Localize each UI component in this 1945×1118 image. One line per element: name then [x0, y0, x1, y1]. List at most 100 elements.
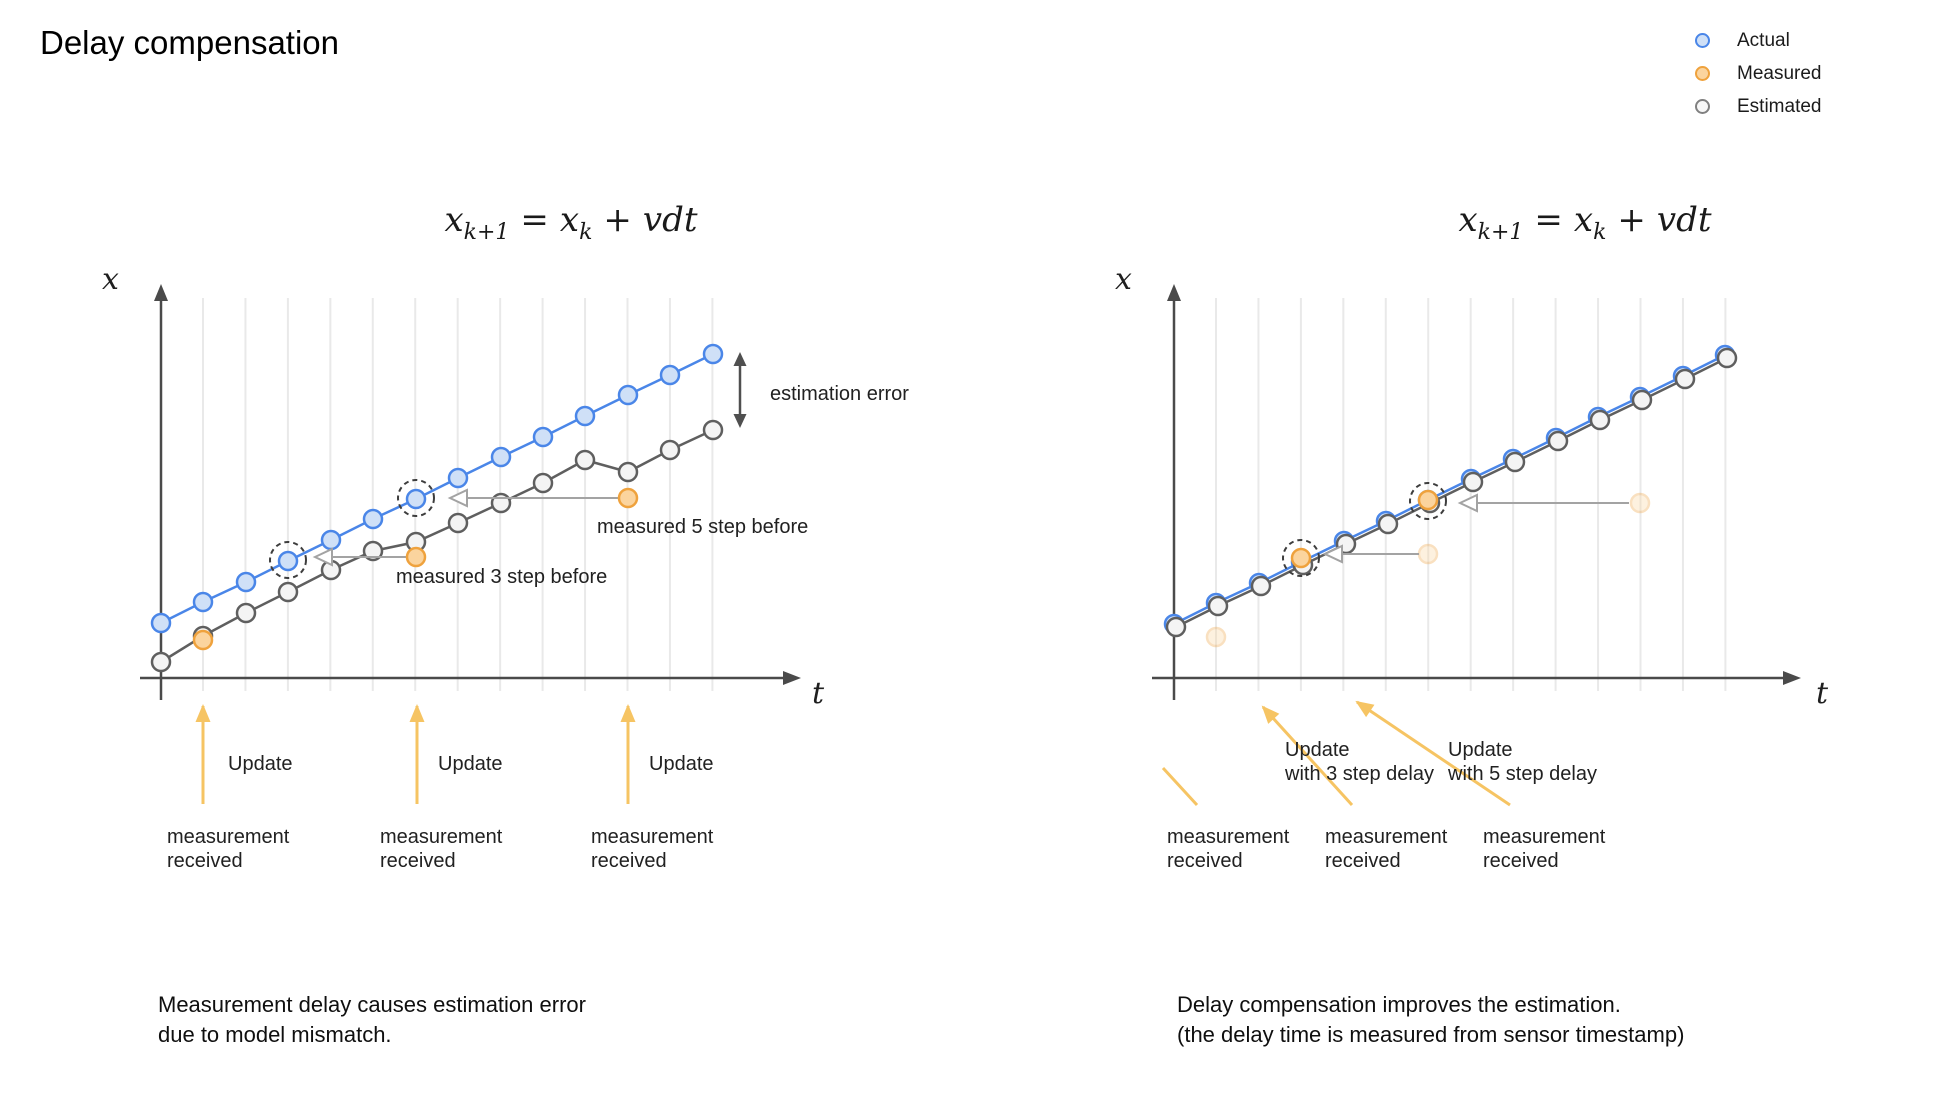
measured-point: [405, 546, 427, 568]
actual-point: [490, 446, 512, 468]
estimated-point: [447, 512, 469, 534]
dashed-highlight-circle: [397, 479, 435, 517]
delay-arrowhead-icon: [447, 488, 468, 508]
update-arrow: [1161, 766, 1199, 807]
estimated-point: [490, 492, 512, 514]
estimated-point: [1207, 595, 1229, 617]
estimated-point: [532, 472, 554, 494]
y-axis-label-right: x: [1115, 262, 1132, 297]
error-arrowhead-up-icon: [733, 352, 747, 366]
measurement-received-label: measurement: [591, 826, 714, 848]
measurement-received-label: measurement: [1167, 826, 1290, 848]
update-arrow: [1261, 705, 1354, 807]
dashed-highlight-circle: [269, 541, 307, 579]
actual-point: [235, 571, 257, 593]
update-label: Update: [438, 753, 503, 775]
estimated-marker-icon: [1695, 99, 1710, 114]
actual-point: [702, 343, 724, 365]
legend-item-measured: Measured: [1695, 57, 1822, 90]
caption-left: Measurement delay causes estimation erro…: [158, 990, 586, 1050]
update-label: Update: [1285, 739, 1350, 761]
legend-label-estimated: Estimated: [1737, 95, 1822, 117]
estimated-point: [1377, 513, 1399, 535]
measurement-received-label: measurement: [1325, 826, 1448, 848]
measured-point: [192, 629, 214, 651]
note-measured-5-step: measured 5 step before: [597, 516, 808, 538]
legend: Actual Measured Estimated: [1695, 24, 1822, 123]
estimated-point: [1250, 575, 1272, 597]
estimated-point: [362, 540, 384, 562]
estimated-point: [277, 581, 299, 603]
estimated-point: [235, 602, 257, 624]
x-axis-label-right: t: [1816, 676, 1829, 711]
estimated-point: [1589, 409, 1611, 431]
measurement-received-label: measurement: [167, 826, 290, 848]
update-arrow: [1356, 700, 1511, 807]
estimated-point: [659, 439, 681, 461]
estimated-point: [150, 651, 172, 673]
update-label: with 3 step delay: [1284, 763, 1434, 785]
actual-point: [362, 508, 384, 530]
y-axis-arrowhead: [1167, 284, 1181, 301]
legend-label-actual: Actual: [1737, 29, 1790, 51]
measurement-received-label: received: [1325, 850, 1401, 872]
delay-arrowhead-icon: [1457, 493, 1478, 513]
caption-right-line1: Delay compensation improves the estimati…: [1177, 992, 1621, 1017]
legend-item-estimated: Estimated: [1695, 90, 1822, 123]
update-arrowhead-icon: [620, 704, 636, 722]
legend-item-actual: Actual: [1695, 24, 1822, 57]
estimated-point: [1504, 451, 1526, 473]
estimated-point: [1674, 368, 1696, 390]
actual-point: [574, 405, 596, 427]
update-label: Update: [228, 753, 293, 775]
note-measured-3-step: measured 3 step before: [396, 566, 607, 588]
update-label: with 5 step delay: [1447, 763, 1597, 785]
estimated-point: [574, 449, 596, 471]
caption-right-line2: (the delay time is measured from sensor …: [1177, 1022, 1685, 1047]
measurement-received-label: received: [1167, 850, 1243, 872]
actual-marker-icon: [1695, 33, 1710, 48]
dashed-highlight-circle: [1282, 539, 1320, 577]
formula-left: xk+1 = xk + vdt: [444, 200, 698, 245]
measurement-received-label: received: [591, 850, 667, 872]
actual-point: [447, 467, 469, 489]
caption-left-line2: due to model mismatch.: [158, 1022, 392, 1047]
faded-measured-points: [1205, 492, 1651, 648]
measured-point-faded: [1629, 492, 1651, 514]
update-label: Update: [649, 753, 714, 775]
actual-point: [617, 384, 639, 406]
actual-point: [277, 550, 299, 572]
estimated-point: [1462, 471, 1484, 493]
measurement-received-label: received: [167, 850, 243, 872]
update-arrowhead-icon: [409, 704, 425, 722]
x-axis-label-left: t: [812, 676, 825, 711]
estimated-point: [617, 461, 639, 483]
measurement-received-label: measurement: [1483, 826, 1606, 848]
estimated-point: [702, 419, 724, 441]
delay-arrowhead-icon: [1322, 544, 1343, 564]
measured-point: [1290, 547, 1312, 569]
estimated-point: [1631, 389, 1653, 411]
update-arrowhead-icon: [195, 704, 211, 722]
actual-point: [150, 612, 172, 634]
x-axis-arrowhead: [1783, 671, 1801, 685]
x-axis-arrowhead: [783, 671, 801, 685]
measurement-received-label: received: [1483, 850, 1559, 872]
update-arrowhead-icon: [1261, 705, 1280, 724]
left-plot: measured 3 step before measured 5 step be…: [140, 284, 909, 872]
caption-left-line1: Measurement delay causes estimation erro…: [158, 992, 586, 1017]
measurement-received-label: received: [380, 850, 456, 872]
measured-point-faded: [1417, 543, 1439, 565]
error-arrowhead-down-icon: [733, 414, 747, 428]
legend-label-measured: Measured: [1737, 62, 1822, 84]
estimated-point: [1716, 347, 1738, 369]
y-axis-label-left: x: [102, 262, 119, 297]
update-label: Update: [1448, 739, 1513, 761]
page-title: Delay compensation: [40, 24, 339, 61]
actual-point: [405, 488, 427, 510]
measured-marker-icon: [1695, 66, 1710, 81]
estimated-point: [1547, 430, 1569, 452]
actual-point: [532, 426, 554, 448]
note-estimation-error: estimation error: [770, 383, 909, 405]
